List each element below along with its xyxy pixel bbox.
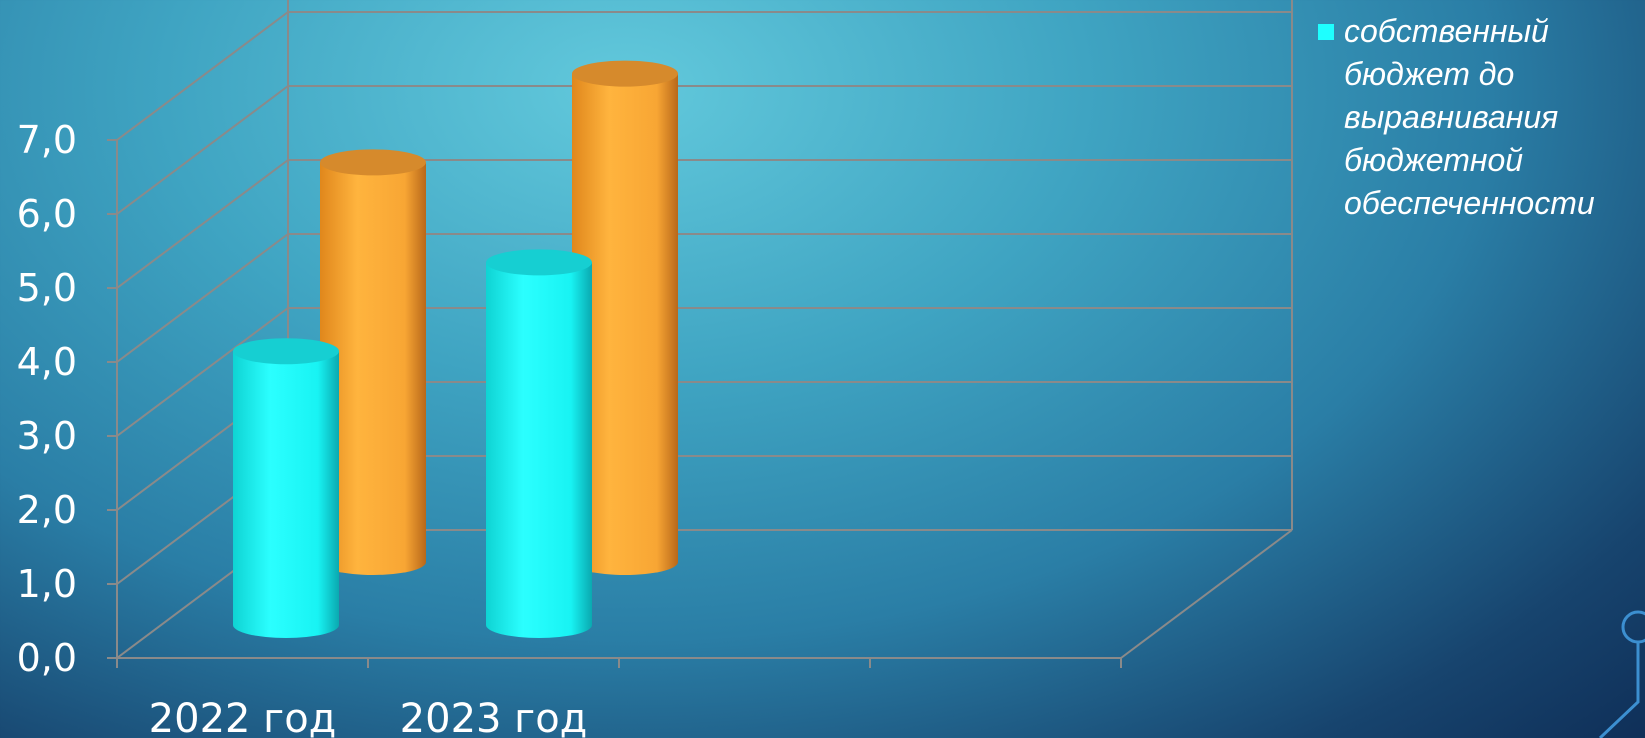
x-tick-label: 2023 год	[400, 696, 588, 738]
chart-bars	[233, 60, 678, 638]
legend-swatch	[1318, 24, 1334, 40]
cylinder-body	[233, 351, 339, 638]
cylinder-top	[233, 338, 339, 365]
bar-series2	[320, 149, 426, 575]
bar-series1	[486, 249, 592, 638]
y-tick-label: 1,0	[17, 562, 77, 606]
y-tick-label: 7,0	[17, 118, 77, 162]
y-tick-label: 0,0	[17, 636, 77, 680]
x-tick-label: 2022 год	[149, 696, 337, 738]
y-tick-label: 4,0	[17, 340, 77, 384]
y-tick-label: 6,0	[17, 192, 77, 236]
chart-axes	[107, 0, 1293, 668]
chart-labels: 0,0 1,0 2,0 3,0 4,0 5,0 6,0 7,0 2022 год 2023 год	[17, 118, 588, 738]
cylinder-top	[572, 60, 678, 87]
cylinder-body	[320, 162, 426, 575]
bar-series1	[233, 338, 339, 638]
cylinder-top	[486, 249, 592, 276]
legend: собственный бюджет до выравнивания бюдже…	[1318, 10, 1645, 225]
side-gridline	[116, 159, 289, 289]
cylinder-top	[320, 149, 426, 176]
bar-series2	[572, 60, 678, 575]
side-gridline	[116, 11, 289, 141]
legend-label: собственный бюджет до выравнивания бюдже…	[1344, 13, 1595, 221]
y-tick-label: 3,0	[17, 414, 77, 458]
side-gridline	[116, 233, 289, 363]
cylinder-body	[572, 73, 678, 575]
cylinder-body	[486, 262, 592, 638]
side-gridline	[116, 307, 289, 437]
side-gridline	[116, 85, 289, 215]
floor-right-edge	[1120, 529, 1293, 659]
y-tick-label: 2,0	[17, 488, 77, 532]
y-tick-label: 5,0	[17, 266, 77, 310]
